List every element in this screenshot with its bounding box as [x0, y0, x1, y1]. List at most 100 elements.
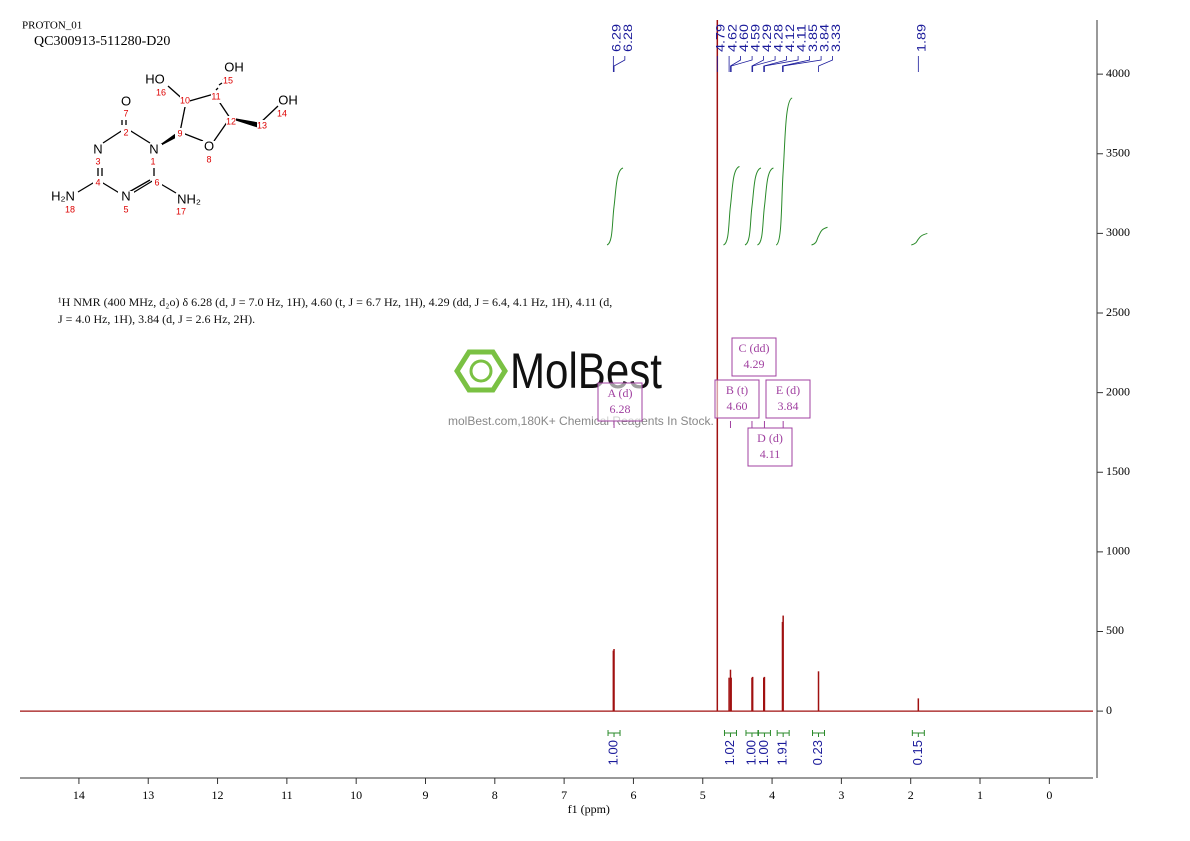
integral-curve [744, 167, 762, 246]
atom-number: 7 [123, 108, 128, 118]
peak-connector [782, 56, 822, 72]
atom-label: O [204, 138, 214, 153]
label-bg [90, 144, 106, 156]
x-tick-label: 14 [73, 788, 85, 802]
y-tick-label: 0 [1106, 703, 1112, 717]
x-tick-label: 6 [630, 788, 636, 802]
integral-curve [757, 167, 774, 246]
peak-label: 6.29 [610, 24, 624, 52]
multiplet-shift: 4.60 [727, 399, 748, 413]
label-bg [118, 191, 134, 203]
peak-label: 4.62 [725, 24, 739, 52]
atom-number: 12 [226, 116, 236, 126]
peak-connector [818, 56, 833, 72]
x-tick-label: 3 [838, 788, 844, 802]
atom-label: OH [278, 92, 298, 107]
label-bg [204, 154, 214, 166]
label-bg [277, 108, 287, 120]
integral-label: 1.00 [605, 740, 620, 765]
integral-curve [911, 232, 928, 246]
spectrum [20, 20, 1093, 712]
atom-number: 18 [65, 204, 75, 214]
label-bg [226, 62, 242, 74]
atom-number: 16 [156, 87, 166, 97]
peak-label: 4.79 [713, 24, 727, 52]
peak-label: 4.28 [771, 24, 785, 52]
label-bg [152, 177, 162, 189]
x-tick-label: 1 [977, 788, 983, 802]
label-bg [93, 156, 103, 168]
label-bg [118, 96, 134, 108]
peak-label: 3.84 [817, 24, 831, 52]
integral-label: 1.00 [756, 740, 771, 765]
label-bg [121, 108, 131, 120]
peak-label: 4.11 [794, 24, 808, 52]
peak-label: 4.29 [760, 24, 774, 52]
atom-number: 2 [123, 127, 128, 137]
peak-connector [730, 56, 741, 72]
y-tick-label: 3500 [1106, 146, 1130, 160]
label-bg [280, 95, 296, 107]
label-bg [223, 75, 233, 87]
atom-number: 5 [123, 204, 128, 214]
atom-number: 1 [150, 156, 155, 166]
atom-label: HO [145, 71, 165, 86]
peak-connector [763, 56, 787, 72]
multiplet-name: D (d) [757, 431, 783, 445]
peak-label: 3.33 [829, 24, 843, 52]
label-bg [180, 95, 190, 107]
integral-bracket [745, 730, 759, 737]
atom-label: O [121, 93, 131, 108]
multiplet-name: B (t) [726, 383, 748, 397]
label-bg [175, 128, 185, 140]
label-bg [146, 144, 162, 156]
multiplet-box [597, 382, 643, 422]
integral-bracket [723, 730, 737, 737]
x-tick-label: 11 [281, 788, 293, 802]
multiplet-name: A (d) [608, 386, 633, 400]
label-bg [211, 91, 221, 103]
atom-number: 17 [176, 206, 186, 216]
multiplet-shift: 3.84 [778, 399, 799, 413]
atom-number: 4 [95, 177, 100, 187]
label-bg [176, 206, 186, 218]
x-tick-label: 9 [422, 788, 428, 802]
integral-curve [606, 167, 624, 246]
chart-title: PROTON_01 [22, 20, 82, 32]
multiplet-shift: 4.29 [744, 357, 765, 371]
integral-label: 0.23 [810, 740, 825, 765]
atom-label: NH₂ [177, 191, 201, 206]
integral-curve [723, 165, 740, 246]
peak-label: 6.28 [621, 24, 635, 52]
nmr-description: ¹H NMR (400 MHz, d₂o) δ 6.28 (d, J = 7.0… [58, 295, 613, 326]
atom-number: 8 [206, 154, 211, 164]
atom-number: 3 [95, 156, 100, 166]
atom-number: 6 [154, 177, 159, 187]
atom-label: OH [224, 59, 244, 74]
atom-number: 15 [223, 75, 233, 85]
atom-label: N [93, 141, 102, 156]
integral-curve [811, 226, 828, 246]
integral-bracket [757, 730, 771, 737]
atom-number: 11 [211, 91, 220, 101]
integral-bracket [776, 730, 790, 737]
integral-curve [775, 97, 793, 246]
atom-number: 13 [257, 120, 267, 130]
peak-connector [764, 56, 799, 72]
label-bg [226, 116, 236, 128]
peak-label: 4.12 [783, 24, 797, 52]
peak-label: 1.89 [914, 24, 928, 52]
y-tick-label: 4000 [1106, 66, 1130, 80]
integral-bracket [911, 730, 925, 737]
multiplet-box [765, 379, 811, 419]
label-bg [121, 127, 131, 139]
watermark-text: molBest.com,180K+ Chemical Reagents In S… [448, 414, 714, 428]
label-bg [148, 156, 158, 168]
multiplet-box [747, 427, 793, 467]
x-tick-label: 0 [1046, 788, 1052, 802]
multiplet-name: C (dd) [739, 341, 770, 355]
atom-label: H₂N [51, 188, 75, 203]
integral-bracket [607, 730, 621, 737]
atom-number: 10 [180, 95, 190, 105]
